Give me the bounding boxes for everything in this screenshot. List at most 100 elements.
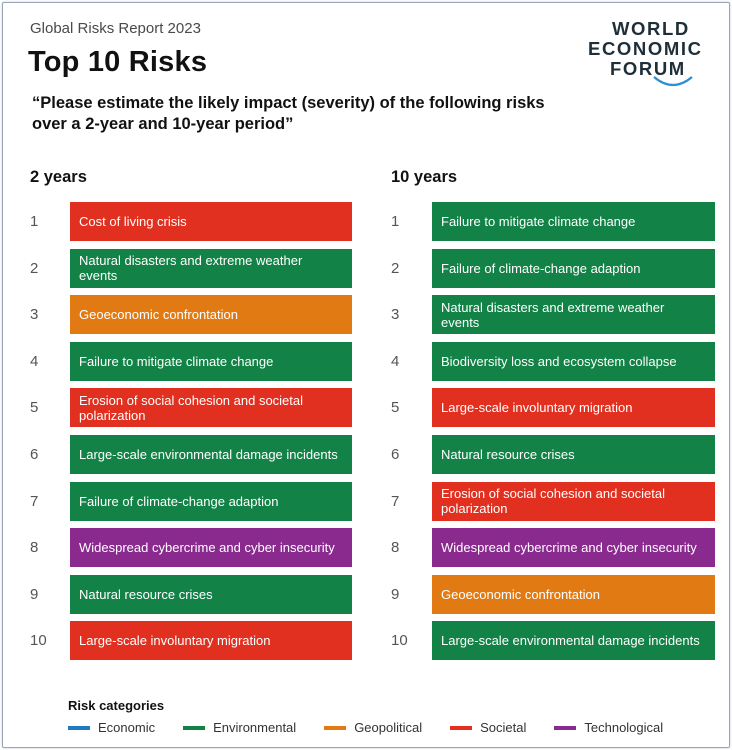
risk-label: Large-scale environmental damage inciden…: [441, 633, 700, 649]
risk-bar-environmental: Natural resource crises: [432, 434, 715, 474]
legend-swatch: [183, 725, 206, 730]
legend-item-economic: Economic: [68, 720, 155, 735]
risk-bar-environmental: Failure of climate-change adaption: [70, 481, 352, 521]
risk-rank: 4: [30, 352, 39, 370]
risk-rank: 4: [391, 352, 400, 370]
risk-rank: 6: [391, 445, 400, 463]
risk-rank: 3: [30, 306, 39, 324]
risk-bar-technological: Widespread cybercrime and cyber insecuri…: [70, 528, 352, 568]
legend-item-technological: Technological: [554, 720, 663, 735]
risk-row: 8 Widespread cybercrime and cyber insecur…: [391, 528, 715, 568]
risk-bar-environmental: Natural disasters and extreme weather ev…: [432, 295, 715, 335]
risk-row: 4 Biodiversity loss and ecosystem collaps…: [391, 341, 715, 381]
risk-rank: 2: [30, 259, 39, 277]
logo-line-1: WORLD: [612, 18, 690, 39]
legend-label: Economic: [98, 720, 156, 735]
risk-rank: 1: [391, 213, 400, 230]
risk-bar-societal: Large-scale involuntary migration: [70, 621, 352, 661]
risk-label: Natural disasters and extreme weather ev…: [79, 253, 303, 284]
risk-label: Natural resource crises: [441, 446, 575, 462]
report-name: Global Risks Report 2023: [30, 20, 201, 37]
risk-bar-environmental: Failure to mitigate climate change: [432, 202, 715, 241]
risk-label: Widespread cybercrime and cyber insecuri…: [79, 540, 335, 556]
risk-label: Failure to mitigate climate change: [441, 214, 636, 229]
risk-bar-environmental: Natural disasters and extreme weather ev…: [70, 248, 352, 288]
risk-bar-technological: Widespread cybercrime and cyber insecuri…: [432, 528, 715, 568]
legend: Economic Environmental Geopolitical Societa…: [68, 720, 663, 735]
logo-line-3: FORUM: [610, 58, 686, 79]
risk-rank: 8: [30, 539, 39, 557]
risk-row: 2 Failure of climate-change adaption: [391, 248, 715, 288]
risk-bar-environmental: Natural resource crises: [70, 574, 352, 614]
risk-rank: 1: [30, 213, 39, 230]
legend-label: Environmental: [213, 720, 297, 735]
legend-label: Societal: [480, 720, 527, 735]
risk-bar-environmental: Large-scale environmental damage inciden…: [432, 621, 715, 661]
risk-row: 9 Geoeconomic confrontation: [391, 574, 715, 614]
legend-item-societal: Societal: [450, 720, 526, 735]
legend-swatch: [554, 725, 577, 730]
risk-label: Natural disasters and extreme weather ev…: [441, 299, 665, 330]
risk-label: Failure of climate-change adaption: [79, 493, 279, 509]
risk-rank: 5: [391, 399, 400, 417]
logo-arc-icon: [653, 76, 693, 87]
risk-label: Erosion of social cohesion and societal …: [441, 486, 666, 517]
logo-line-2: ECONOMIC: [588, 38, 703, 59]
risk-bar-environmental: Biodiversity loss and ecosystem collapse: [432, 341, 715, 381]
risk-bar-environmental: Failure to mitigate climate change: [70, 341, 352, 381]
legend-title: Risk categories: [68, 698, 165, 713]
risk-label: Cost of living crisis: [79, 214, 187, 229]
risk-bar-environmental: Large-scale environmental damage inciden…: [70, 434, 352, 474]
risk-label: Failure of climate-change adaption: [441, 260, 641, 276]
risk-row: 5 Large-scale involuntary migration: [391, 388, 715, 428]
risk-label: Natural resource crises: [79, 586, 213, 602]
risk-rank: 10: [391, 632, 408, 650]
risk-label: Widespread cybercrime and cyber insecuri…: [441, 540, 697, 556]
column-heading-10-years: 10 years: [391, 168, 458, 186]
legend-item-geopolitical: Geopolitical: [324, 720, 422, 735]
risk-row: 4 Failure to mitigate climate change: [30, 341, 352, 381]
legend-swatch: [450, 725, 473, 730]
risk-bar-societal: Large-scale involuntary migration: [432, 388, 715, 428]
risk-row: 7 Erosion of social cohesion and societal…: [391, 481, 715, 521]
column-heading-2-years: 2 years: [30, 168, 87, 186]
risk-label: Biodiversity loss and ecosystem collapse: [441, 353, 677, 369]
risk-bar-societal: Erosion of social cohesion and societal …: [70, 388, 352, 428]
risk-rank: 5: [30, 399, 39, 417]
risk-rank: 3: [391, 306, 400, 324]
risk-rank: 10: [30, 632, 47, 650]
legend-swatch: [68, 725, 90, 730]
risk-column-2-years: 1 Cost of living crisis 2 Natural disasters…: [30, 202, 352, 668]
risk-row: 9 Natural resource crises: [30, 574, 352, 614]
risk-row: 7 Failure of climate-change adaption: [30, 481, 352, 521]
risk-rank: 6: [30, 445, 39, 463]
risk-label: Geoeconomic confrontation: [79, 307, 238, 323]
risk-bar-geopolitical: Geoeconomic confrontation: [70, 295, 352, 335]
risk-rank: 7: [30, 492, 39, 510]
survey-question: “Please estimate the likely impact (seve…: [32, 94, 545, 133]
risk-rank: 8: [391, 539, 400, 557]
risk-row: 10 Large-scale involuntary migration: [30, 621, 352, 661]
risk-label: Failure to mitigate climate change: [79, 353, 274, 369]
risk-rank: 9: [391, 585, 400, 603]
risk-row: 6 Large-scale environmental damage incide…: [30, 434, 352, 474]
risk-column-10-years: 1 Failure to mitigate climate change 2 Fail…: [391, 202, 715, 668]
risk-rank: 2: [391, 259, 400, 277]
page-title: Top 10 Risks: [28, 46, 208, 78]
risk-label: Large-scale environmental damage inciden…: [79, 446, 338, 462]
risk-row: 3 Natural disasters and extreme weather e…: [391, 295, 715, 335]
risk-label: Large-scale involuntary migration: [441, 400, 633, 416]
legend-item-environmental: Environmental: [183, 720, 296, 735]
risk-label: Erosion of social cohesion and societal …: [79, 392, 304, 423]
risk-bar-societal: Erosion of social cohesion and societal …: [432, 481, 715, 521]
risk-row: 2 Natural disasters and extreme weather e…: [30, 248, 352, 288]
risk-row: 5 Erosion of social cohesion and societal…: [30, 388, 352, 428]
risk-bar-geopolitical: Geoeconomic confrontation: [432, 574, 715, 614]
risk-row: 1 Cost of living crisis: [30, 202, 352, 241]
risk-row: 8 Widespread cybercrime and cyber insecur…: [30, 528, 352, 568]
legend-label: Technological: [584, 720, 664, 735]
legend-swatch: [324, 725, 347, 730]
risk-label: Geoeconomic confrontation: [441, 586, 600, 602]
risk-row: 3 Geoeconomic confrontation: [30, 295, 352, 335]
